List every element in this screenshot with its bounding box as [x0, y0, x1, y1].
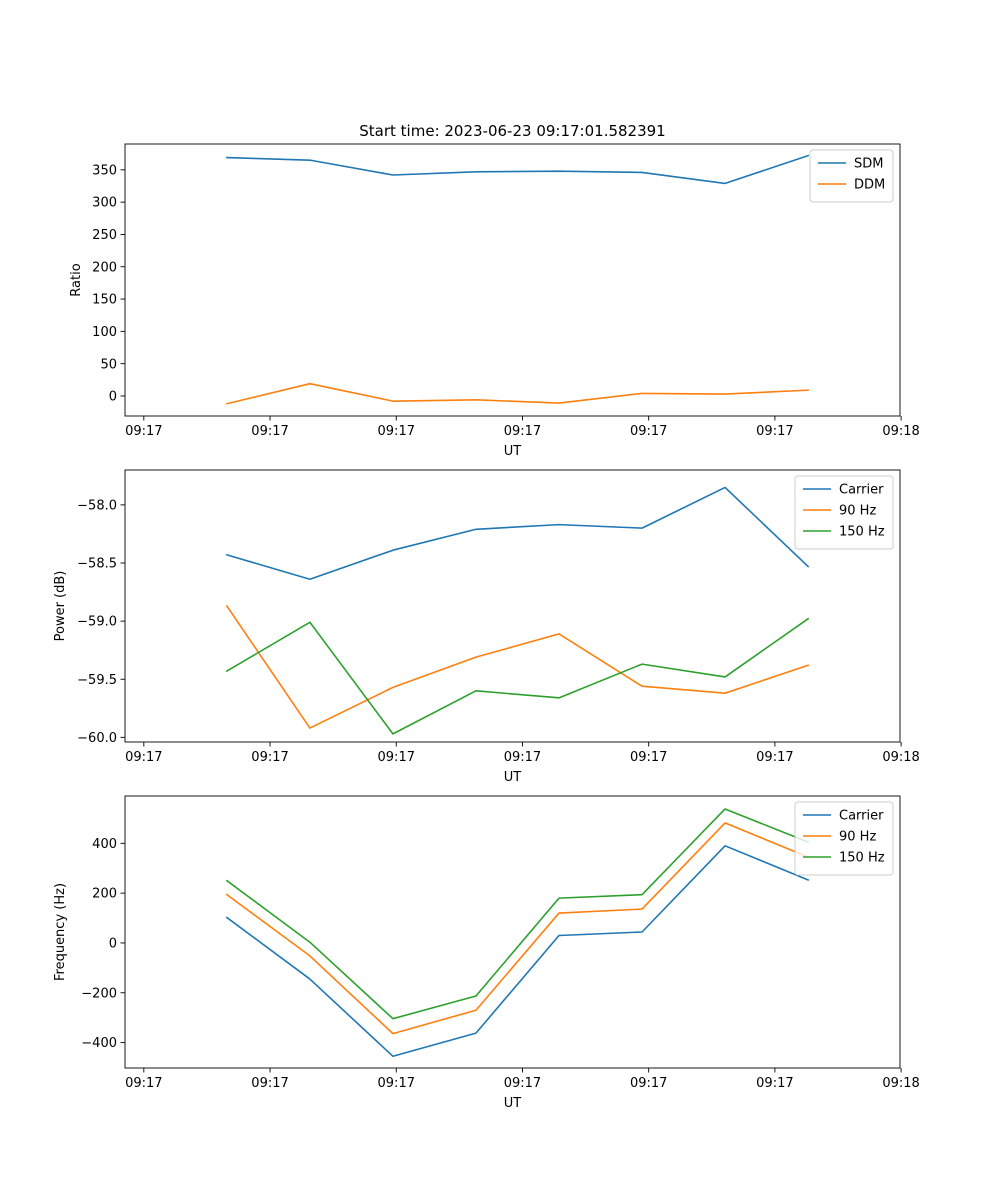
figure-title: Start time: 2023-06-23 09:17:01.582391: [359, 122, 665, 140]
x-tick-label: 09:18: [882, 424, 919, 439]
x-tick-label: 09:17: [630, 750, 667, 765]
x-axis-label: UT: [504, 770, 522, 785]
series-line-carrier: [225, 845, 810, 1058]
x-tick-label: 09:17: [630, 424, 667, 439]
x-tick-label: 09:17: [630, 1076, 667, 1091]
series-line-ddm: [225, 382, 809, 405]
y-tick-label: −59.5: [77, 673, 117, 688]
legend-label: Carrier: [839, 809, 884, 824]
y-tick-label: −58.0: [77, 498, 117, 513]
x-tick-label: 09:17: [504, 424, 541, 439]
legend-label: 90 Hz: [839, 504, 876, 519]
axes-frame: [124, 469, 901, 743]
y-tick-label: −400: [81, 1036, 117, 1051]
y-axis-label: Frequency (Hz): [53, 883, 68, 981]
y-tick-label: −200: [81, 986, 117, 1001]
x-tick-label: 09:17: [378, 1076, 415, 1091]
series-line-sdm: [226, 154, 810, 185]
y-tick-label: 0: [109, 937, 117, 952]
x-axis-label: UT: [504, 444, 522, 459]
y-tick-label: −58.5: [77, 557, 117, 572]
x-tick-label: 09:17: [504, 1076, 541, 1091]
x-tick-label: 09:18: [882, 750, 919, 765]
x-tick-label: 09:17: [251, 424, 288, 439]
y-tick-label: 50: [100, 357, 117, 372]
x-tick-label: 09:17: [756, 1076, 793, 1091]
series-line-carrier: [225, 486, 810, 581]
y-tick-label: 200: [92, 260, 117, 275]
x-tick-label: 09:17: [125, 1076, 162, 1091]
x-tick-label: 09:17: [251, 1076, 288, 1091]
y-axis-label: Power (dB): [53, 571, 68, 642]
legend-label: Carrier: [839, 483, 884, 498]
axes-frame: [124, 795, 901, 1069]
y-tick-label: −60.0: [77, 731, 117, 746]
y-tick-label: 150: [92, 293, 117, 308]
legend-label: 90 Hz: [839, 830, 876, 845]
x-tick-label: 09:17: [378, 424, 415, 439]
legend-label: DDM: [854, 178, 885, 193]
y-tick-label: 400: [92, 837, 117, 852]
series-line-90-hz: [225, 604, 810, 729]
y-axis-label: Ratio: [69, 263, 84, 296]
x-tick-label: 09:17: [125, 424, 162, 439]
axes-frame: [124, 143, 901, 417]
legend-label: SDM: [854, 157, 883, 172]
legend-label: 150 Hz: [839, 525, 885, 540]
x-tick-label: 09:17: [251, 750, 288, 765]
x-tick-label: 09:17: [504, 750, 541, 765]
y-tick-label: 300: [92, 196, 117, 211]
y-tick-label: 350: [92, 163, 117, 178]
legend-label: 150 Hz: [839, 851, 885, 866]
y-tick-label: 250: [92, 228, 117, 243]
series-line-150-hz: [225, 808, 810, 1020]
y-tick-label: 100: [92, 325, 117, 340]
x-tick-label: 09:18: [882, 1076, 919, 1091]
x-tick-label: 09:17: [756, 750, 793, 765]
series-line-150-hz: [225, 617, 810, 735]
y-tick-label: 200: [92, 887, 117, 902]
x-tick-label: 09:17: [756, 424, 793, 439]
series-line-90-hz: [225, 822, 810, 1035]
y-tick-label: 0: [109, 390, 117, 405]
y-tick-label: −59.0: [77, 615, 117, 630]
x-axis-label: UT: [504, 1096, 522, 1111]
x-tick-label: 09:17: [378, 750, 415, 765]
x-tick-label: 09:17: [125, 750, 162, 765]
